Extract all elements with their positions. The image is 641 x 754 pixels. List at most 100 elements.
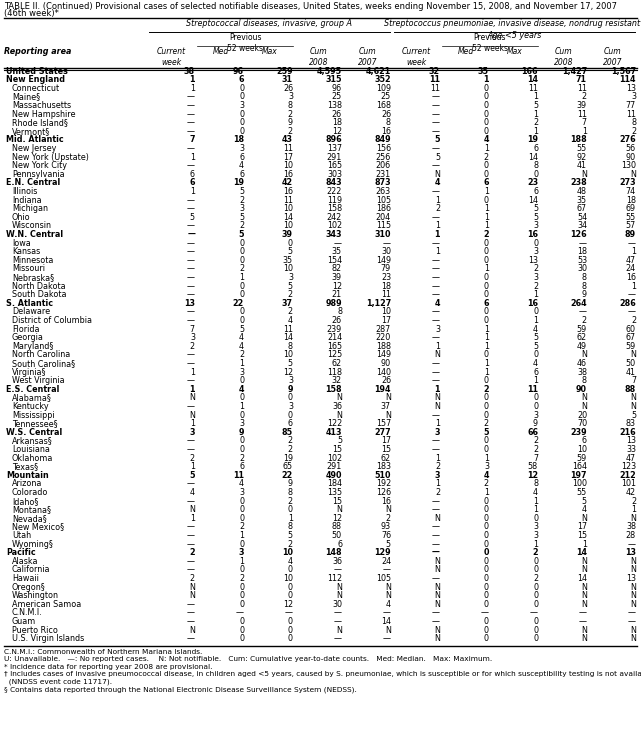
Text: —: — (187, 600, 195, 609)
Text: 8: 8 (288, 488, 293, 497)
Text: 23: 23 (381, 273, 391, 282)
Text: 3: 3 (533, 523, 538, 532)
Text: —: — (432, 109, 440, 118)
Text: 3: 3 (238, 548, 244, 557)
Text: 50: 50 (626, 359, 636, 368)
Text: 0: 0 (484, 523, 489, 532)
Text: 14: 14 (527, 75, 538, 84)
Text: 3: 3 (190, 428, 195, 437)
Text: 0: 0 (484, 514, 489, 523)
Text: South Dakota: South Dakota (12, 290, 67, 299)
Text: N: N (581, 566, 587, 575)
Text: Mid. Atlantic: Mid. Atlantic (6, 136, 63, 145)
Text: —: — (432, 505, 440, 514)
Text: 89: 89 (625, 230, 636, 239)
Text: 37: 37 (381, 402, 391, 411)
Text: 105: 105 (376, 196, 391, 204)
Text: 0: 0 (484, 505, 489, 514)
Text: 3: 3 (288, 376, 293, 385)
Text: 1: 1 (190, 385, 195, 394)
Text: 0: 0 (288, 566, 293, 575)
Text: 92: 92 (577, 153, 587, 161)
Text: 1: 1 (190, 153, 195, 161)
Text: 3: 3 (631, 93, 636, 102)
Text: 0: 0 (288, 634, 293, 643)
Text: 2: 2 (435, 204, 440, 213)
Text: 8: 8 (533, 161, 538, 170)
Text: 4: 4 (533, 325, 538, 334)
Text: N: N (189, 626, 195, 635)
Text: 1: 1 (190, 84, 195, 93)
Text: 37: 37 (282, 299, 293, 308)
Text: 0: 0 (533, 634, 538, 643)
Text: 140: 140 (376, 368, 391, 377)
Text: 256: 256 (376, 153, 391, 161)
Text: 36: 36 (332, 557, 342, 566)
Text: 1: 1 (190, 419, 195, 428)
Text: 4: 4 (239, 342, 244, 351)
Text: 22: 22 (233, 299, 244, 308)
Text: 0: 0 (239, 591, 244, 600)
Text: —: — (187, 222, 195, 231)
Text: 206: 206 (376, 161, 391, 170)
Text: 1: 1 (435, 222, 440, 231)
Text: 12: 12 (527, 471, 538, 480)
Text: Mountain: Mountain (6, 471, 49, 480)
Text: N: N (385, 394, 391, 403)
Text: 2: 2 (483, 230, 489, 239)
Text: 31: 31 (282, 75, 293, 84)
Text: District of Columbia: District of Columbia (12, 316, 92, 325)
Text: N: N (630, 351, 636, 360)
Text: § Contains data reported through the National Electronic Disease Surveillance Sy: § Contains data reported through the Nat… (4, 686, 357, 693)
Text: 17: 17 (577, 523, 587, 532)
Text: 212: 212 (619, 471, 636, 480)
Text: 0: 0 (239, 437, 244, 446)
Text: 2: 2 (239, 523, 244, 532)
Text: —: — (187, 445, 195, 454)
Text: 2: 2 (190, 574, 195, 583)
Text: 148: 148 (326, 548, 342, 557)
Text: —: — (187, 204, 195, 213)
Text: 0: 0 (484, 445, 489, 454)
Text: 2: 2 (288, 497, 293, 506)
Text: 11: 11 (429, 75, 440, 84)
Text: 34: 34 (577, 222, 587, 231)
Text: —: — (579, 308, 587, 317)
Text: —: — (187, 144, 195, 153)
Text: 216: 216 (619, 428, 636, 437)
Text: 2: 2 (435, 488, 440, 497)
Text: N: N (336, 626, 342, 635)
Text: 96: 96 (332, 84, 342, 93)
Text: 188: 188 (376, 342, 391, 351)
Text: —: — (432, 118, 440, 127)
Text: 220: 220 (376, 333, 391, 342)
Text: E.N. Central: E.N. Central (6, 179, 60, 188)
Text: 24: 24 (626, 265, 636, 274)
Text: 1: 1 (484, 333, 489, 342)
Text: 15: 15 (332, 497, 342, 506)
Text: 0: 0 (533, 170, 538, 179)
Text: 896: 896 (326, 136, 342, 145)
Text: 238: 238 (570, 179, 587, 188)
Text: 5: 5 (533, 204, 538, 213)
Text: 3: 3 (239, 488, 244, 497)
Text: 11: 11 (577, 84, 587, 93)
Text: 0: 0 (484, 402, 489, 411)
Text: 2: 2 (631, 497, 636, 506)
Text: 13: 13 (626, 437, 636, 446)
Text: 2: 2 (533, 118, 538, 127)
Text: 8: 8 (288, 523, 293, 532)
Text: N: N (581, 170, 587, 179)
Text: 1: 1 (631, 282, 636, 291)
Text: 2: 2 (288, 290, 293, 299)
Text: 10: 10 (283, 204, 293, 213)
Text: N: N (581, 600, 587, 609)
Text: C.N.M.I.: C.N.M.I. (12, 608, 42, 618)
Text: Cum
2007: Cum 2007 (603, 47, 622, 67)
Text: 11: 11 (626, 109, 636, 118)
Text: 17: 17 (283, 153, 293, 161)
Text: —: — (432, 239, 440, 248)
Text: 23: 23 (527, 179, 538, 188)
Text: 1: 1 (435, 419, 440, 428)
Text: N: N (581, 634, 587, 643)
